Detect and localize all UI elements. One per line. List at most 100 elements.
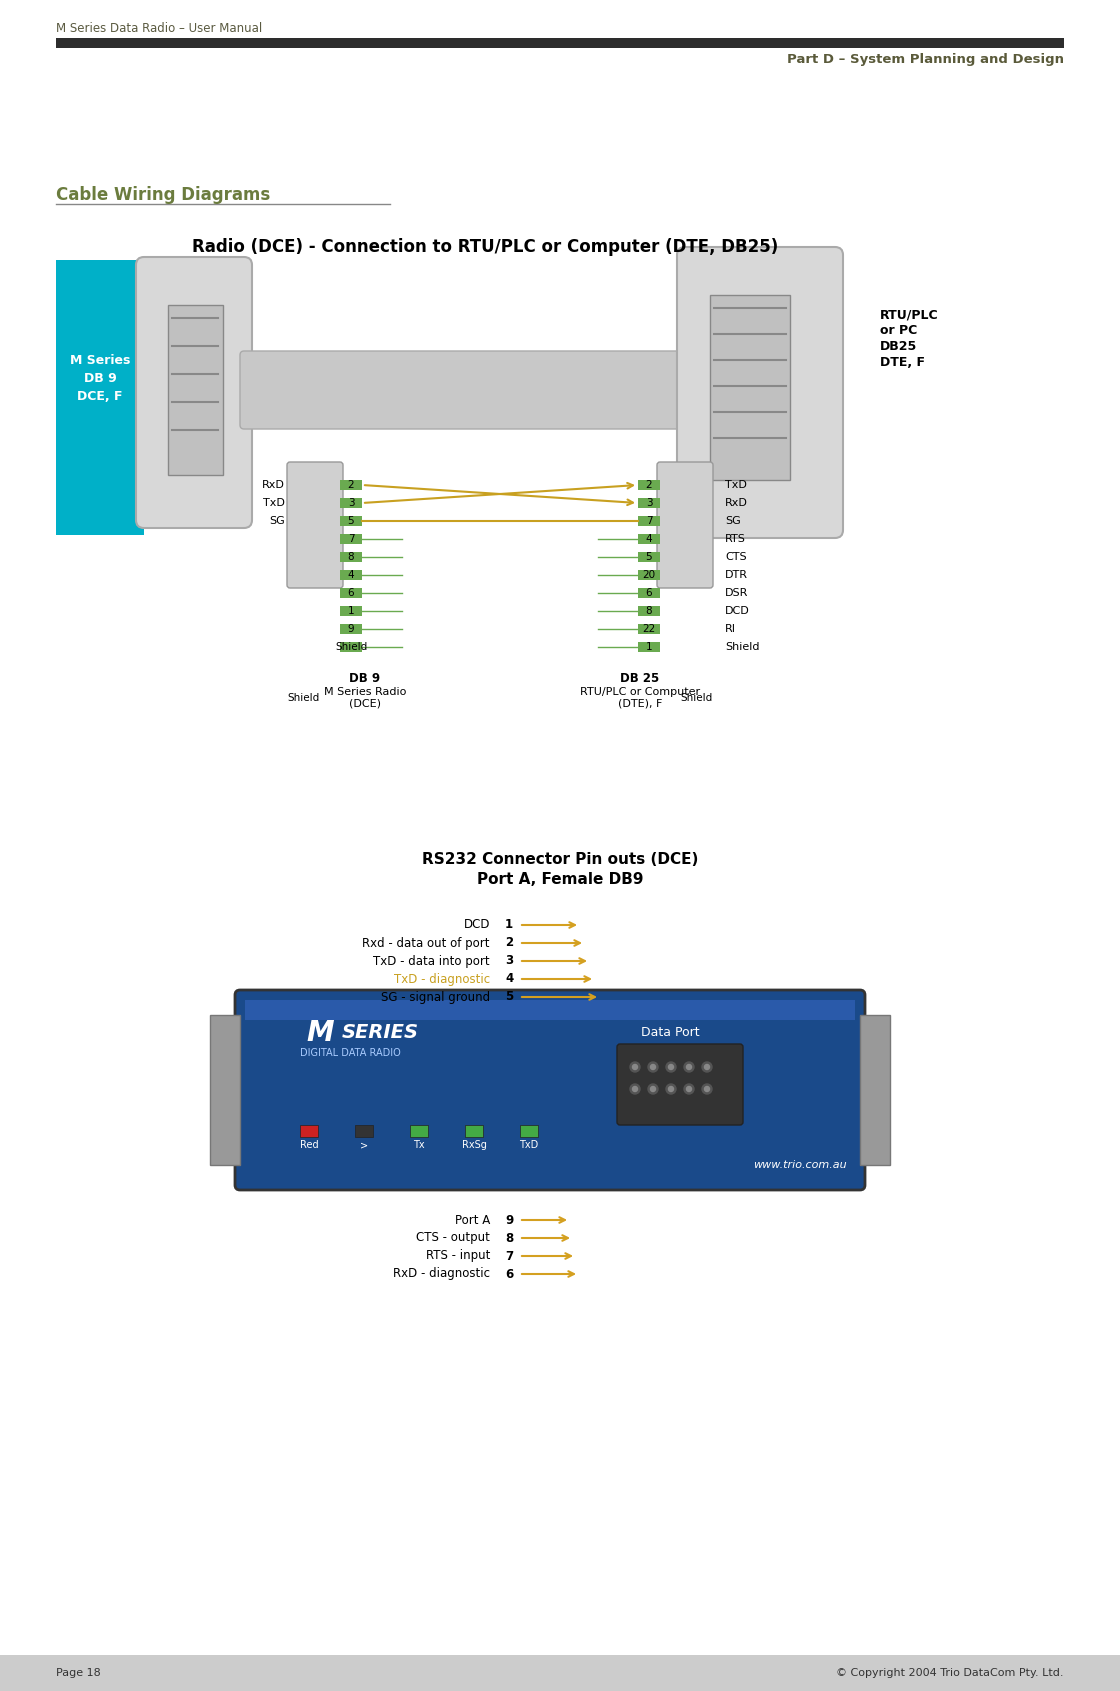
- Circle shape: [633, 1087, 637, 1091]
- FancyBboxPatch shape: [340, 570, 362, 580]
- Text: RxD: RxD: [725, 499, 748, 507]
- Circle shape: [629, 1062, 640, 1072]
- Text: Shield: Shield: [680, 693, 712, 703]
- Text: M Series Radio: M Series Radio: [324, 687, 407, 697]
- Circle shape: [666, 1084, 676, 1094]
- FancyBboxPatch shape: [465, 1125, 483, 1136]
- FancyBboxPatch shape: [638, 480, 660, 490]
- Text: 1: 1: [505, 918, 513, 932]
- FancyBboxPatch shape: [340, 480, 362, 490]
- FancyBboxPatch shape: [136, 257, 252, 528]
- Circle shape: [684, 1084, 694, 1094]
- Text: Shield: Shield: [288, 693, 320, 703]
- Text: TxD: TxD: [520, 1140, 539, 1150]
- Text: Port A, Female DB9: Port A, Female DB9: [477, 873, 643, 888]
- Text: DIGITAL DATA RADIO: DIGITAL DATA RADIO: [300, 1048, 400, 1059]
- FancyBboxPatch shape: [240, 352, 688, 430]
- Text: Rxd - data out of port: Rxd - data out of port: [363, 937, 491, 950]
- FancyBboxPatch shape: [340, 534, 362, 545]
- Text: RTS: RTS: [725, 534, 746, 545]
- Text: RxD: RxD: [262, 480, 284, 490]
- FancyBboxPatch shape: [211, 1015, 240, 1165]
- FancyBboxPatch shape: [340, 643, 362, 653]
- Circle shape: [687, 1065, 691, 1069]
- Text: RxD - diagnostic: RxD - diagnostic: [393, 1268, 491, 1280]
- Text: 7: 7: [347, 534, 354, 545]
- FancyBboxPatch shape: [410, 1125, 428, 1136]
- Text: CTS - output: CTS - output: [417, 1231, 491, 1245]
- Text: RTU/PLC or Computer: RTU/PLC or Computer: [580, 687, 700, 697]
- Text: Shield: Shield: [335, 643, 367, 653]
- FancyBboxPatch shape: [520, 1125, 538, 1136]
- Text: RTU/PLC: RTU/PLC: [880, 308, 939, 321]
- Text: DTR: DTR: [725, 570, 748, 580]
- Text: (DTE), F: (DTE), F: [618, 698, 662, 709]
- Text: 4: 4: [646, 534, 652, 545]
- Text: TxD: TxD: [725, 480, 747, 490]
- Text: >: >: [360, 1140, 368, 1150]
- Circle shape: [651, 1087, 655, 1091]
- Text: Radio (DCE) - Connection to RTU/PLC or Computer (DTE, DB25): Radio (DCE) - Connection to RTU/PLC or C…: [192, 238, 778, 255]
- Text: (DCE): (DCE): [349, 698, 381, 709]
- Text: 5: 5: [347, 516, 354, 526]
- Text: 9: 9: [505, 1214, 513, 1226]
- Text: 7: 7: [646, 516, 652, 526]
- Circle shape: [648, 1084, 659, 1094]
- Text: DCE, F: DCE, F: [77, 389, 123, 402]
- Text: DCD: DCD: [464, 918, 491, 932]
- Text: 22: 22: [643, 624, 655, 634]
- FancyBboxPatch shape: [0, 1655, 1120, 1691]
- FancyBboxPatch shape: [56, 260, 144, 534]
- Text: 3: 3: [646, 499, 652, 507]
- FancyBboxPatch shape: [287, 462, 343, 588]
- Text: RxSg: RxSg: [461, 1140, 486, 1150]
- FancyBboxPatch shape: [638, 534, 660, 545]
- Text: 5: 5: [646, 551, 652, 561]
- Text: Tx: Tx: [413, 1140, 424, 1150]
- Circle shape: [704, 1065, 709, 1069]
- Text: M Series Data Radio – User Manual: M Series Data Radio – User Manual: [56, 22, 262, 34]
- FancyBboxPatch shape: [245, 999, 855, 1020]
- FancyBboxPatch shape: [235, 989, 865, 1190]
- FancyBboxPatch shape: [638, 588, 660, 599]
- Circle shape: [684, 1062, 694, 1072]
- Text: Red: Red: [300, 1140, 318, 1150]
- Text: Page 18: Page 18: [56, 1667, 101, 1677]
- Text: SG - signal ground: SG - signal ground: [381, 991, 491, 1003]
- Text: DB25: DB25: [880, 340, 917, 353]
- Text: DCD: DCD: [725, 605, 749, 616]
- Circle shape: [687, 1087, 691, 1091]
- FancyBboxPatch shape: [638, 551, 660, 561]
- Text: or PC: or PC: [880, 325, 917, 338]
- Text: 2: 2: [505, 937, 513, 950]
- Circle shape: [633, 1065, 637, 1069]
- Text: Cable Wiring Diagrams: Cable Wiring Diagrams: [56, 186, 270, 205]
- Text: 6: 6: [347, 588, 354, 599]
- FancyBboxPatch shape: [340, 551, 362, 561]
- Text: Port A: Port A: [455, 1214, 491, 1226]
- FancyBboxPatch shape: [638, 516, 660, 526]
- FancyBboxPatch shape: [710, 294, 790, 480]
- Text: 5: 5: [505, 991, 513, 1003]
- Circle shape: [669, 1087, 673, 1091]
- Text: DB 9: DB 9: [349, 671, 381, 685]
- Text: M: M: [306, 1020, 334, 1047]
- Text: 1: 1: [347, 605, 354, 616]
- Text: CTS: CTS: [725, 551, 747, 561]
- Text: TxD: TxD: [263, 499, 284, 507]
- Circle shape: [629, 1084, 640, 1094]
- Text: 4: 4: [347, 570, 354, 580]
- Text: RTS - input: RTS - input: [426, 1250, 491, 1263]
- FancyBboxPatch shape: [340, 588, 362, 599]
- Text: 20: 20: [643, 570, 655, 580]
- Text: 8: 8: [347, 551, 354, 561]
- FancyBboxPatch shape: [168, 304, 223, 475]
- Text: www.trio.com.au: www.trio.com.au: [753, 1160, 847, 1170]
- Text: Part D – System Planning and Design: Part D – System Planning and Design: [787, 54, 1064, 66]
- Circle shape: [648, 1062, 659, 1072]
- Text: TxD - diagnostic: TxD - diagnostic: [394, 972, 491, 986]
- Text: DB 25: DB 25: [620, 671, 660, 685]
- FancyBboxPatch shape: [340, 499, 362, 507]
- Text: © Copyright 2004 Trio DataCom Pty. Ltd.: © Copyright 2004 Trio DataCom Pty. Ltd.: [837, 1667, 1064, 1677]
- Circle shape: [666, 1062, 676, 1072]
